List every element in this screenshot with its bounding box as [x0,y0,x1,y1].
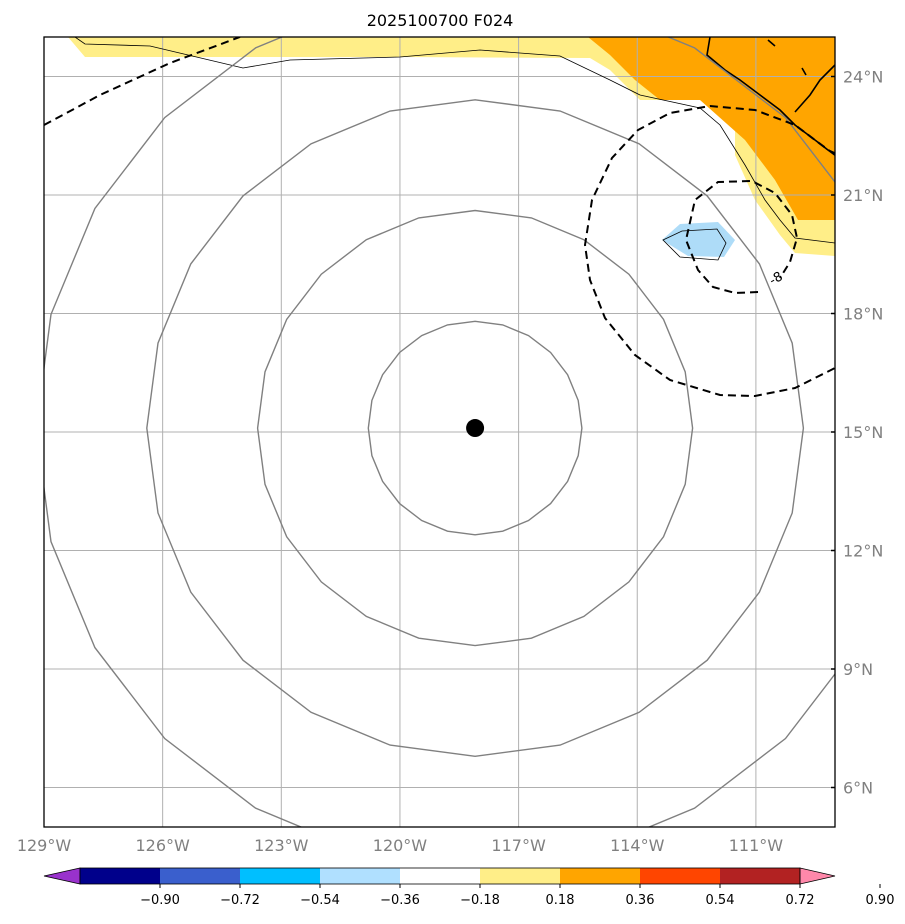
colorbar-segment [720,868,800,884]
range-ring [367,320,583,536]
range-ring [256,209,694,647]
colorbar-segment [400,868,480,884]
colorbar-label: 0.72 [786,893,815,908]
longitude-label: 114°W [610,836,665,855]
map-panel: -8 [44,37,835,827]
longitude-label: 117°W [491,836,546,855]
dashed-contour-outer [44,37,241,126]
anomaly-fill-light-yellow [68,37,835,256]
range-ring [146,99,805,758]
latitude-label: 12°N [843,542,883,561]
colorbar-segment [80,868,160,884]
colorbar-extend-min [43,867,81,885]
colorbar: −0.90 −0.72 −0.54 −0.36 −0.18 0.18 0.36 0.54 0.7… [43,867,895,908]
anomaly-fill-light-blue [662,222,735,257]
dashed-contour-inner [684,179,799,295]
colorbar-segment [320,868,400,884]
colorbar-segment [480,868,560,884]
colorbar-extend-max [799,867,836,885]
range-ring [44,37,835,827]
latitude-label: 6°N [843,779,873,798]
longitude-label: 129°W [17,836,72,855]
colorbar-label: 0.18 [546,893,575,908]
colorbar-segment [160,868,240,884]
longitude-tick-labels: 129°W 126°W 123°W 120°W 117°W 114°W 111°W [17,836,783,855]
longitude-label: 126°W [135,836,190,855]
colorbar-frame [79,867,801,885]
colorbar-segment [640,868,720,884]
colorbar-label: 0.36 [626,893,655,908]
colorbar-segment [240,868,320,884]
latitude-label: 18°N [843,305,883,324]
anomaly-fill-orange [588,37,835,220]
storm-center-marker [466,419,485,438]
range-rings [44,37,835,827]
colorbar-segment [560,868,640,884]
longitude-label: 111°W [729,836,784,855]
colorbar-label: 0.90 [866,893,895,908]
longitude-label: 120°W [373,836,428,855]
colorbar-label: −0.72 [220,893,260,908]
colorbar-label: −0.90 [140,893,180,908]
latitude-label: 21°N [843,186,883,205]
graticule [44,37,835,827]
colorbar-label: −0.54 [300,893,340,908]
colorbar-label: −0.36 [380,893,420,908]
dashed-contour-ring [583,104,835,398]
latitude-label: 24°N [843,68,883,87]
map-title: 2025100700 F024 [367,11,514,30]
peninsula-coastline [706,37,835,154]
coastline [74,37,835,244]
latitude-tick-labels: 6°N 9°N 12°N 15°N 18°N 21°N 24°N [831,68,883,798]
island-outline [662,228,727,261]
longitude-label: 123°W [254,836,309,855]
latitude-label: 9°N [843,660,873,679]
latitude-label: 15°N [843,423,883,442]
colorbar-label: −0.18 [460,893,500,908]
colorbar-label: 0.54 [706,893,735,908]
